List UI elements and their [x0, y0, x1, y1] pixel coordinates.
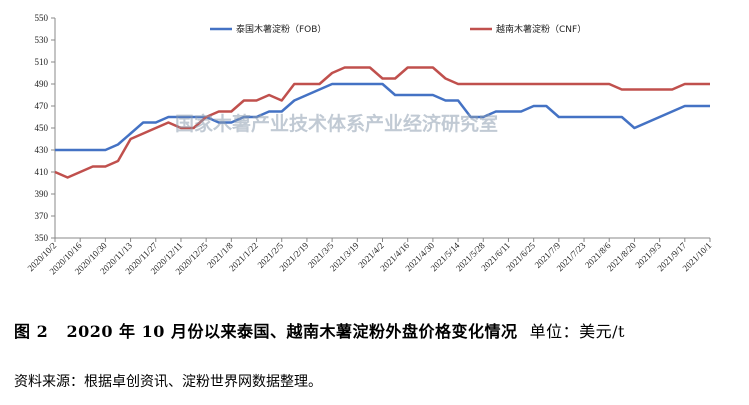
figure-label: 图 2 [14, 322, 49, 341]
y-tick-label: 510 [35, 57, 49, 67]
y-tick-label: 530 [35, 35, 49, 45]
chart-series-lines [54, 66, 710, 179]
watermark-text: 国家木薯产业技术体系产业经济研究室 [175, 112, 498, 135]
price-line-chart: 3503703904104304504704905105305502020/10… [26, 13, 714, 276]
y-tick-label: 390 [35, 189, 49, 199]
y-tick-label: 470 [35, 101, 49, 111]
y-tick-label: 370 [35, 211, 49, 221]
series-line-1 [55, 82, 710, 152]
figure-caption: 图 2 2020 年 10 月份以来泰国、越南木薯淀粉外盘价格变化情况 单位：美… [14, 318, 744, 342]
legend-label-2: 越南木薯淀粉（CNF） [496, 23, 586, 35]
y-tick-label: 410 [35, 167, 49, 177]
y-tick-label: 550 [35, 13, 49, 23]
data-source-note: 资料来源：根据卓创资讯、淀粉世界网数据整理。 [14, 374, 322, 390]
y-tick-label: 490 [35, 79, 49, 89]
chart-legend: 泰国木薯淀粉（FOB） 越南木薯淀粉（CNF） [210, 23, 586, 35]
y-tick-label: 450 [35, 123, 49, 133]
y-tick-label: 350 [35, 233, 49, 243]
legend-label-1: 泰国木薯淀粉（FOB） [236, 23, 326, 35]
y-tick-label: 430 [35, 145, 49, 155]
figure-unit: 单位：美元/t [529, 322, 625, 341]
figure-title: 2020 年 10 月份以来泰国、越南木薯淀粉外盘价格变化情况 [66, 322, 518, 341]
series-line-2 [54, 66, 710, 179]
